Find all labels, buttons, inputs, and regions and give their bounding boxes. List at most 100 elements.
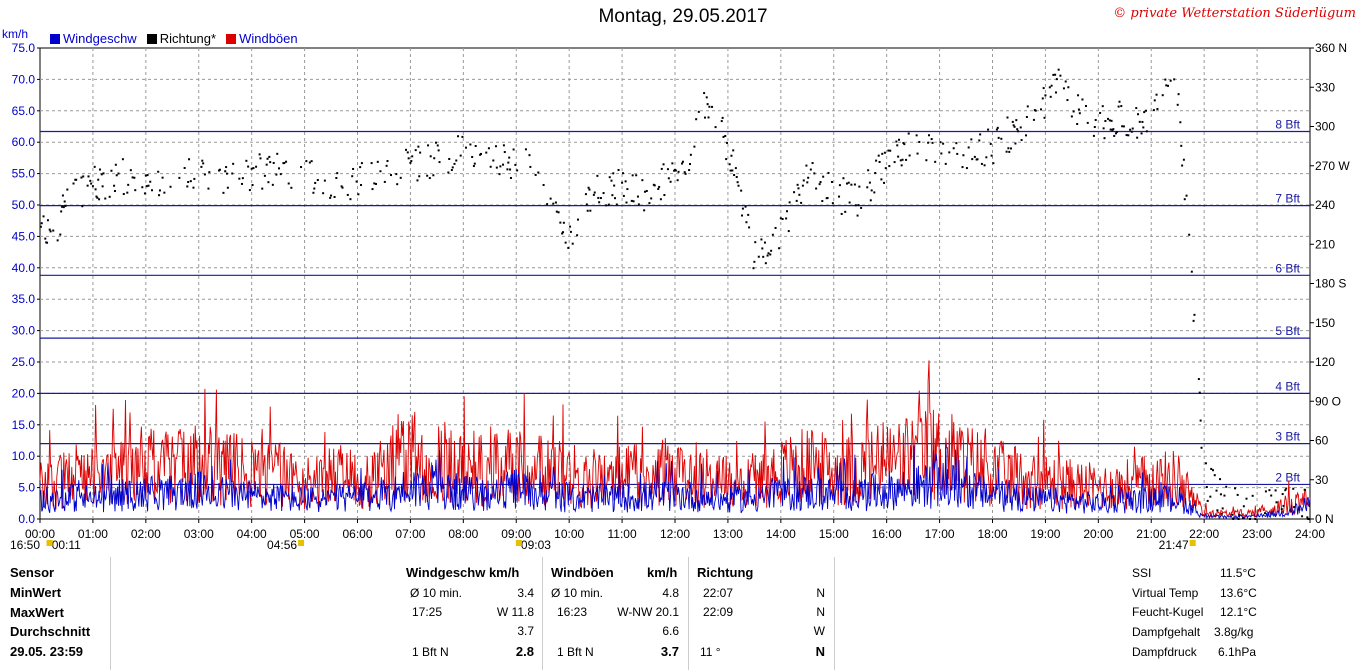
direction-point [114, 163, 117, 166]
direction-point [113, 190, 116, 193]
direction-point [1077, 94, 1080, 97]
series-line-windboeen [39, 360, 1311, 520]
direction-point [763, 241, 766, 244]
direction-point [131, 176, 134, 179]
direction-point [516, 169, 519, 172]
direction-point [818, 183, 821, 186]
direction-point [121, 158, 124, 161]
direction-point [657, 187, 660, 190]
direction-point [340, 185, 343, 188]
direction-point [63, 200, 66, 203]
direction-point [376, 160, 379, 163]
direction-point [869, 199, 872, 202]
direction-point [630, 199, 633, 202]
direction-point [766, 254, 769, 257]
direction-point [779, 217, 782, 220]
direction-point [447, 171, 450, 174]
direction-point [726, 141, 729, 144]
direction-point [1192, 319, 1195, 322]
direction-point [916, 152, 919, 155]
direction-point [669, 180, 672, 183]
direction-point [1185, 194, 1188, 197]
direction-point [798, 193, 801, 196]
direction-point [622, 194, 625, 197]
direction-point [705, 96, 708, 99]
direction-point [97, 178, 100, 181]
direction-point [241, 177, 244, 180]
direction-point [1025, 134, 1028, 137]
direction-point [455, 159, 458, 162]
direction-point [1225, 485, 1228, 488]
direction-point [1303, 488, 1306, 491]
direction-point [1052, 73, 1055, 76]
direction-point [502, 144, 505, 147]
direction-point [856, 214, 859, 217]
direction-point [569, 225, 572, 228]
direction-point [122, 193, 125, 196]
direction-point [187, 181, 190, 184]
direction-point [840, 212, 843, 215]
direction-point [662, 163, 665, 166]
left-axis-tick-label: 40.0 [12, 261, 36, 275]
direction-point [87, 175, 90, 178]
direction-point [1183, 198, 1186, 201]
dir-header: Richtung [697, 565, 754, 580]
direction-point [621, 172, 624, 175]
stats-row-min: MinWert [10, 585, 62, 600]
direction-point [688, 169, 691, 172]
direction-point [605, 204, 608, 207]
direction-point [939, 141, 942, 144]
direction-point [554, 201, 557, 204]
direction-point [534, 173, 537, 176]
direction-point [778, 247, 781, 250]
x-axis-tick-label: 14:00 [766, 527, 796, 541]
direction-point [796, 183, 799, 186]
direction-point [82, 175, 85, 178]
direction-point [379, 170, 382, 173]
direction-point [359, 166, 362, 169]
x-axis-tick-label: 11:00 [608, 527, 637, 541]
direction-point [1301, 515, 1304, 518]
direction-point [658, 185, 661, 188]
direction-point [752, 267, 755, 270]
direction-point [386, 160, 389, 163]
direction-point [1245, 497, 1248, 500]
direction-point [64, 204, 67, 207]
direction-point [1070, 115, 1073, 118]
direction-point [774, 226, 777, 229]
direction-point [201, 159, 204, 162]
direction-point [1092, 134, 1095, 137]
direction-point [648, 202, 651, 205]
direction-point [1241, 517, 1244, 520]
dir-max-value: N [816, 605, 825, 619]
direction-point [1044, 94, 1047, 97]
direction-point [976, 158, 979, 161]
direction-point [895, 140, 898, 143]
direction-point [1281, 493, 1284, 496]
direction-point [457, 135, 460, 138]
direction-point [479, 152, 482, 155]
direction-point [884, 167, 887, 170]
direction-point [853, 183, 856, 186]
direction-point [375, 182, 378, 185]
direction-point [472, 165, 475, 168]
direction-point [1014, 142, 1017, 145]
extra-value-feucht-kugel: 12.1°C [1220, 605, 1257, 619]
direction-point [676, 179, 679, 182]
direction-point [631, 174, 634, 177]
stats-sensor-label: Sensor [10, 565, 55, 580]
beaufort-label: 7 Bft [1275, 192, 1300, 206]
direction-point [42, 215, 45, 218]
x-axis-tick-label: 13:00 [713, 527, 743, 541]
direction-point [1000, 137, 1003, 140]
direction-point [552, 202, 555, 205]
direction-point [1213, 474, 1216, 477]
right-axis-tick-label: 330 [1315, 80, 1335, 94]
direction-point [269, 161, 272, 164]
direction-point [48, 228, 51, 231]
direction-point [854, 204, 857, 207]
legend-label-windgeschw: Windgeschw [63, 31, 137, 46]
direction-point [900, 164, 903, 167]
direction-point [149, 180, 152, 183]
direction-point [1101, 105, 1104, 108]
